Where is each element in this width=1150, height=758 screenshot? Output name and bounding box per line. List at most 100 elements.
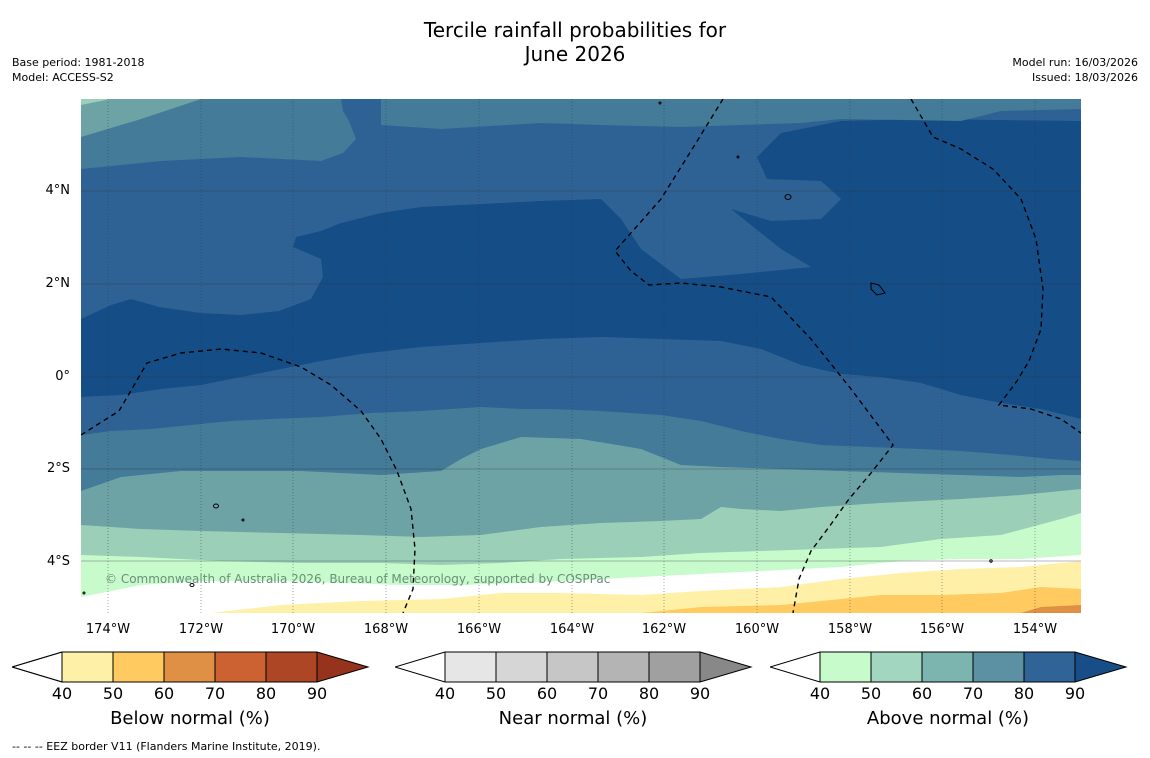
- colorbar-swatch: [973, 652, 1024, 682]
- colorbar-swatch: [820, 652, 871, 682]
- colorbar-swatch: [266, 652, 317, 682]
- island: [82, 591, 86, 595]
- colorbar-below: [12, 651, 370, 683]
- rainfall-probability-map: [81, 99, 1081, 613]
- parallels: [81, 190, 1081, 562]
- island: [241, 518, 245, 522]
- colorbar-tick: 50: [485, 684, 507, 703]
- colorbar-tick: 60: [153, 684, 175, 703]
- band-above-50-nw: [81, 99, 111, 105]
- colorbar-swatch: [215, 652, 266, 682]
- colorbar-tick: 50: [860, 684, 882, 703]
- colorbar-outline: [770, 651, 1128, 683]
- island: [213, 503, 219, 509]
- colorbar-tick: 60: [911, 684, 933, 703]
- colorbar-tick: 70: [204, 684, 226, 703]
- lon-label: 168°W: [363, 622, 409, 637]
- lon-label: 164°W: [549, 622, 595, 637]
- colorbar-above: [770, 651, 1128, 683]
- colorbar-swatch: [113, 652, 164, 682]
- colorbar-extend-low: [770, 652, 820, 682]
- lon-label: 160°W: [734, 622, 780, 637]
- model-run: Model run: 16/03/2026: [1012, 56, 1138, 69]
- lat-label: 4°S: [46, 554, 70, 569]
- island: [658, 101, 662, 105]
- colorbar-extend-high: [700, 652, 751, 682]
- lon-label: 174°W: [85, 622, 131, 637]
- lon-label: 166°W: [456, 622, 502, 637]
- colorbar-dividers: [819, 652, 1076, 682]
- band-above-70-east: [381, 99, 1081, 129]
- colorbar-swatch: [649, 652, 700, 682]
- island: [989, 559, 993, 563]
- colorbar-extend-high: [317, 652, 368, 682]
- colorbar-extend-low: [12, 651, 63, 683]
- lat-label: 0°: [55, 369, 70, 384]
- band-below-60: [1021, 605, 1081, 613]
- band-above-70: [81, 99, 356, 169]
- colorbar-tick: 70: [587, 684, 609, 703]
- meta-left: Base period: 1981-2018 Model: ACCESS-S2: [12, 55, 144, 85]
- colorbar-extend-high: [1075, 652, 1126, 682]
- island: [736, 155, 740, 159]
- colorbar-swatch: [1024, 652, 1075, 682]
- lat-label: 4°N: [45, 183, 71, 198]
- colorbar-swatch: [547, 652, 598, 682]
- eez-legend-note: -- -- -- EEZ border V11 (Flanders Marine…: [12, 740, 321, 753]
- islands: [82, 101, 993, 595]
- lat-label: 2°N: [45, 276, 71, 291]
- colorbar-tick: 90: [1064, 684, 1086, 703]
- colorbar-dividers: [61, 652, 318, 682]
- meta-right: Model run: 16/03/2026 Issued: 18/03/2026: [1012, 55, 1138, 85]
- colorbar-swatch: [164, 652, 215, 682]
- colorbar-tick: 90: [689, 684, 711, 703]
- colorbar-title-below: Below normal (%): [110, 708, 270, 729]
- colorbar-title-near: Near normal (%): [498, 708, 648, 729]
- colorbar-swatch: [598, 652, 649, 682]
- island: [189, 583, 195, 587]
- chart-title: Tercile rainfall probabilities for June …: [0, 18, 1150, 66]
- colorbar-swatch: [496, 652, 547, 682]
- colorbar-outline: [395, 651, 753, 683]
- colorbar-tick: 40: [51, 684, 73, 703]
- issued-date: Issued: 18/03/2026: [1031, 71, 1138, 84]
- colorbar-swatch: [922, 652, 973, 682]
- colorbar-tick: 70: [962, 684, 984, 703]
- colorbar-swatch: [871, 652, 922, 682]
- title-line-2: June 2026: [524, 42, 626, 66]
- lat-label: 2°S: [46, 461, 70, 476]
- eez-border-tokelau: [81, 348, 416, 613]
- colorbar-extend-low: [395, 652, 445, 682]
- eez-border-kiribati-west: [614, 99, 894, 613]
- lon-label: 170°W: [270, 622, 316, 637]
- colorbar-dividers: [444, 652, 701, 682]
- island: [784, 194, 792, 200]
- colorbar-tick: 80: [255, 684, 277, 703]
- colorbar-swatch: [445, 652, 496, 682]
- lon-label: 162°W: [641, 622, 687, 637]
- lon-label: 154°W: [1012, 622, 1058, 637]
- lon-label: 158°W: [827, 622, 873, 637]
- colorbar-tick: 50: [102, 684, 124, 703]
- colorbar-outline: [12, 651, 370, 683]
- colorbar-tick: 80: [1013, 684, 1035, 703]
- eez-border-kiribati-east: [910, 99, 1081, 434]
- title-line-1: Tercile rainfall probabilities for: [423, 18, 727, 42]
- colorbar-near: [395, 651, 753, 683]
- band-below-50: [641, 587, 1081, 613]
- lon-label: 156°W: [919, 622, 965, 637]
- colorbar-title-above: Above normal (%): [866, 708, 1030, 729]
- colorbar-tick: 40: [434, 684, 456, 703]
- copyright-notice: © Commonwealth of Australia 2026, Bureau…: [105, 572, 611, 586]
- colorbar-tick: 60: [536, 684, 558, 703]
- colorbar-swatch: [62, 652, 113, 682]
- island-christmas: [870, 282, 886, 296]
- colorbar-tick: 40: [809, 684, 831, 703]
- eez-borders: [81, 99, 1081, 613]
- base-period: Base period: 1981-2018: [12, 56, 145, 69]
- colorbar-tick: 90: [306, 684, 328, 703]
- band-above-60-nw: [81, 99, 201, 137]
- model-name: Model: ACCESS-S2: [12, 71, 114, 84]
- colorbar-tick: 80: [638, 684, 660, 703]
- lon-label: 172°W: [178, 622, 224, 637]
